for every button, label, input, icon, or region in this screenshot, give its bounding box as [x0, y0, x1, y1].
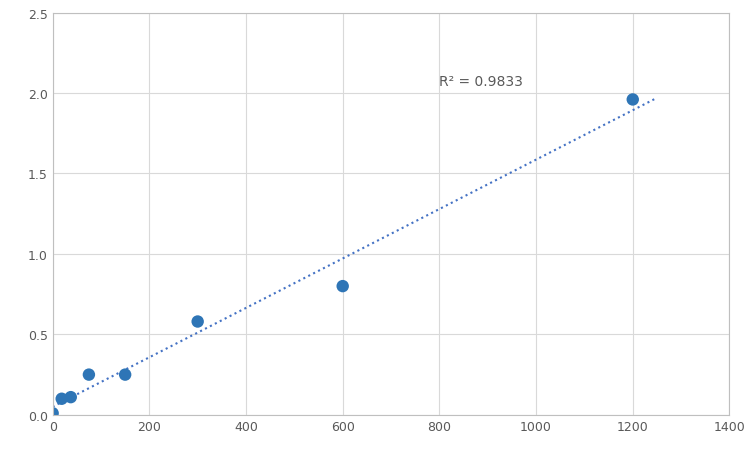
Point: [56, 395, 68, 402]
Point: [119, 371, 131, 378]
Point: [47, 410, 59, 417]
Point: [626, 97, 638, 104]
Point: [83, 371, 95, 378]
Point: [192, 318, 204, 326]
Text: R² = 0.9833: R² = 0.9833: [439, 75, 523, 89]
Point: [337, 283, 349, 290]
Point: [65, 394, 77, 401]
